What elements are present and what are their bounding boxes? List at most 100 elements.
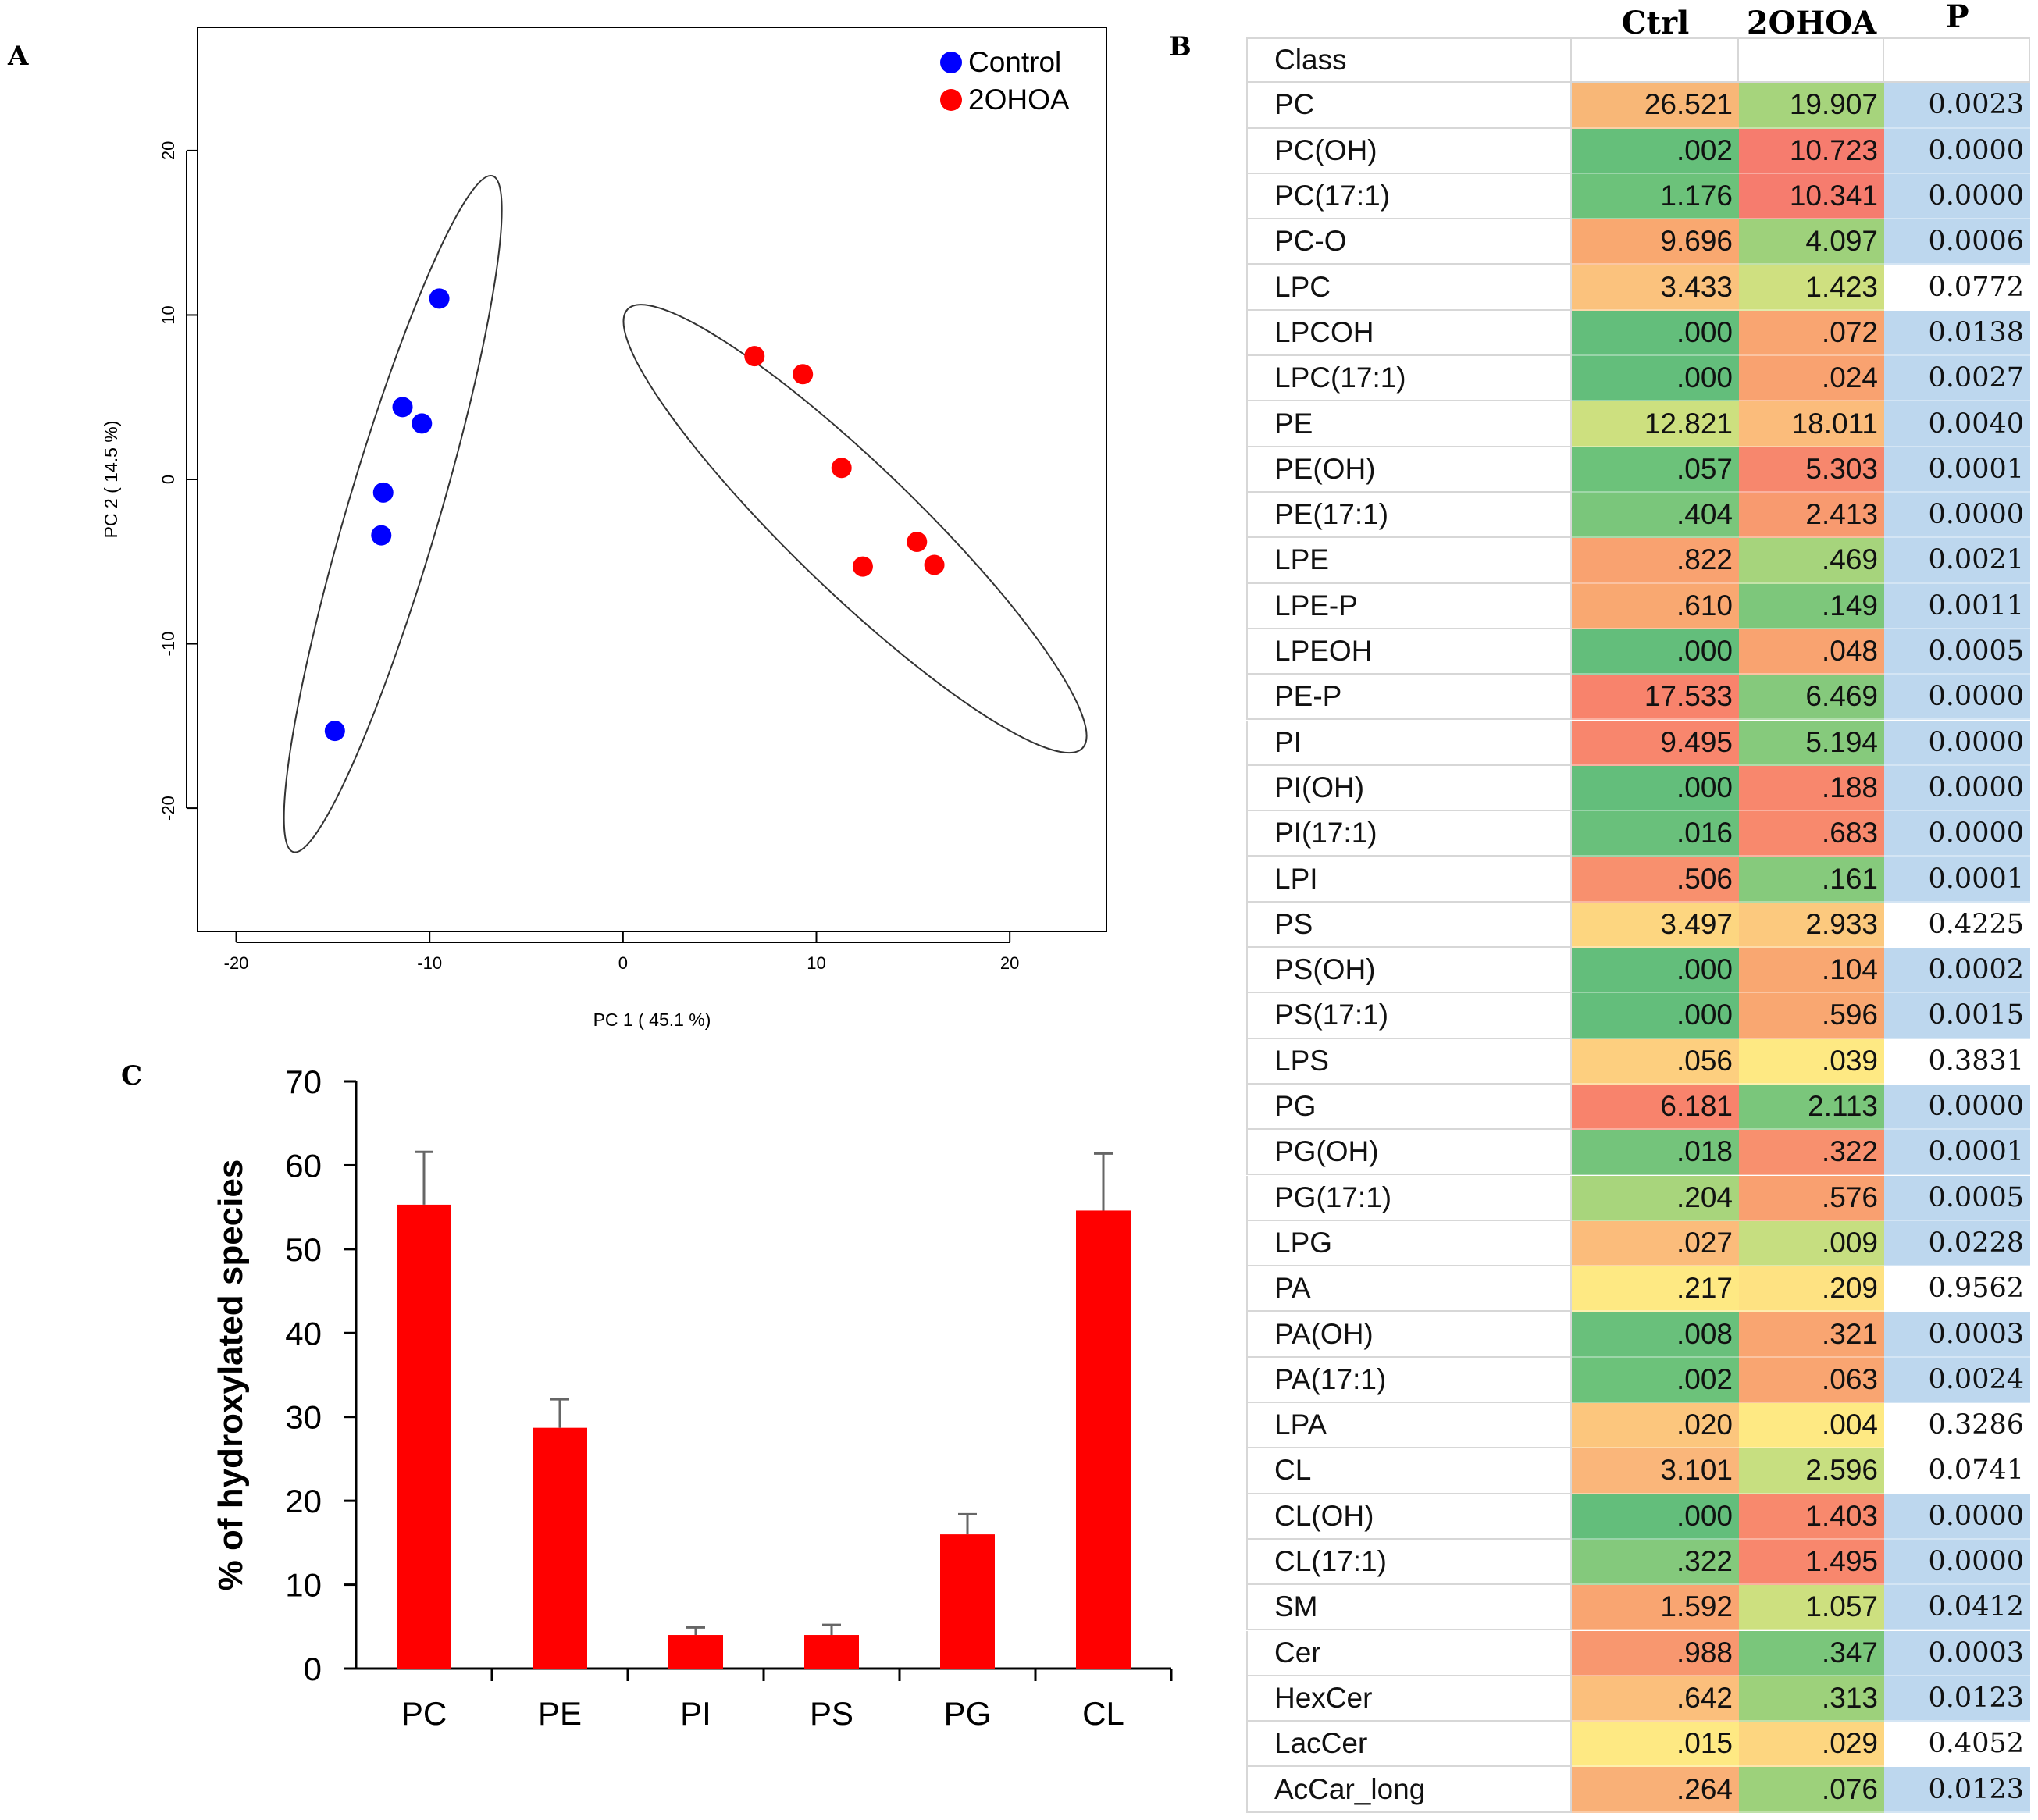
y-tick-label: 0	[304, 1651, 322, 1687]
2ohoa-value-cell: .596	[1739, 993, 1884, 1039]
y-tick-label: 20	[159, 141, 178, 160]
lipid-class-table: Ctrl 2OHOA P Class PC 26.521 19.907 0.0023 PC(OH…	[1246, 0, 2030, 1813]
p-value-cell: 0.0002	[1884, 948, 2030, 994]
class-cell: AcCar_long	[1246, 1767, 1572, 1813]
2ohoa-value-cell: 10.341	[1739, 173, 1884, 220]
2ohoa-value-cell: .004	[1739, 1403, 1884, 1449]
ctrl-value-cell: .000	[1572, 310, 1739, 357]
2ohoa-value-cell: .063	[1739, 1357, 1884, 1403]
p-value-cell: 0.9562	[1884, 1266, 2030, 1312]
x-tick-label: -10	[417, 953, 442, 973]
p-value-cell: 0.0003	[1884, 1630, 2030, 1676]
2ohoa-value-cell: .029	[1739, 1722, 1884, 1768]
bar-pi	[668, 1635, 723, 1669]
p-value-cell: 0.0000	[1884, 1494, 2030, 1540]
class-cell: PI	[1246, 720, 1572, 766]
p-value-cell: 0.0001	[1884, 1130, 2030, 1176]
ctrl-value-cell: .000	[1572, 765, 1739, 812]
ctrl-value-cell: 9.495	[1572, 720, 1739, 766]
ctrl-value-cell: .217	[1572, 1266, 1739, 1312]
class-header-cell: Class	[1246, 37, 1572, 84]
p-value-cell: 0.4225	[1884, 902, 2030, 948]
2ohoa-value-cell: .313	[1739, 1676, 1884, 1722]
class-cell: PS(17:1)	[1246, 993, 1572, 1039]
y-tick-label: 50	[285, 1231, 322, 1268]
class-cell: HexCer	[1246, 1676, 1572, 1722]
2ohoa-value-cell: .048	[1739, 629, 1884, 675]
p-value-cell: 0.0123	[1884, 1676, 2030, 1722]
bar-pc	[397, 1204, 451, 1669]
2ohoa-value-cell: 1.495	[1739, 1539, 1884, 1586]
p-value-cell: 0.0000	[1884, 765, 2030, 812]
ctrl-value-cell: .000	[1572, 948, 1739, 994]
class-cell: PI(17:1)	[1246, 811, 1572, 857]
table-row: LPE .822.469 0.0021	[1246, 538, 2030, 584]
2ohoa-value-cell: 2.413	[1739, 493, 1884, 539]
bar-pe	[533, 1427, 587, 1669]
2ohoa-value-cell: .076	[1739, 1767, 1884, 1813]
panel-label-a: A	[8, 41, 29, 72]
ctrl-value-cell: .204	[1572, 1175, 1739, 1221]
point-2ohoa	[852, 556, 873, 577]
table-row: LPG .027.009 0.0228	[1246, 1220, 2030, 1267]
table-row: LPS .056.039 0.3831	[1246, 1038, 2030, 1085]
table-row: LPE-P .610.149 0.0011	[1246, 583, 2030, 629]
p-value-cell: 0.3286	[1884, 1403, 2030, 1449]
legend-label-2ohoa: 2OHOA	[968, 84, 1070, 116]
table-row: LPA .020.004 0.3286	[1246, 1403, 2030, 1449]
p-value-cell: 0.0000	[1884, 173, 2030, 220]
table-row: CL(OH) .000 1.403 0.0000	[1246, 1494, 2030, 1540]
class-cell: PC(OH)	[1246, 128, 1572, 174]
class-cell: PI(OH)	[1246, 765, 1572, 812]
2ohoa-value-cell: 1.423	[1739, 265, 1884, 311]
y-tick-label: 30	[285, 1399, 322, 1436]
2ohoa-value-cell: 5.194	[1739, 720, 1884, 766]
x-tick-label: 0	[618, 953, 628, 973]
table-row: PG(OH) .018.322 0.0001	[1246, 1130, 2030, 1176]
table-row: PS 3.497 2.933 0.4225	[1246, 902, 2030, 948]
p-value-cell: 0.0000	[1884, 1084, 2030, 1131]
2ohoa-value-cell: 5.303	[1739, 447, 1884, 493]
table-row: Cer .988.347 0.0003	[1246, 1630, 2030, 1676]
p-value-cell: 0.0412	[1884, 1585, 2030, 1631]
table-row: PC-O 9.696 4.097 0.0006	[1246, 219, 2030, 265]
2ohoa-value-cell: 1.057	[1739, 1585, 1884, 1631]
class-cell: LPCOH	[1246, 310, 1572, 357]
2ohoa-value-cell: .683	[1739, 811, 1884, 857]
p-value-cell: 0.0021	[1884, 538, 2030, 584]
point-2ohoa	[831, 458, 852, 479]
ctrl-value-cell: .642	[1572, 1676, 1739, 1722]
2ohoa-value-cell: .149	[1739, 583, 1884, 629]
bar-pg	[940, 1534, 995, 1669]
p-value-cell: 0.0015	[1884, 993, 2030, 1039]
y-axis-label: % of hydroxylated species	[212, 1159, 250, 1591]
x-tick-label: PE	[538, 1695, 582, 1732]
bar-ps	[804, 1635, 859, 1669]
table-row: LPEOH .000.048 0.0005	[1246, 629, 2030, 675]
2ohoa-value-cell: .024	[1739, 356, 1884, 402]
table-header-row: Class	[1246, 37, 2030, 84]
table-row: SM 1.592 1.057 0.0412	[1246, 1585, 2030, 1631]
p-value-cell: 0.0000	[1884, 493, 2030, 539]
point-2ohoa	[744, 346, 765, 367]
x-tick-label: PG	[944, 1695, 992, 1732]
2ohoa-value-cell: .188	[1739, 765, 1884, 812]
ctrl-value-cell: 3.101	[1572, 1448, 1739, 1494]
p-value-cell: 0.0001	[1884, 857, 2030, 903]
ctrl-value-cell: .057	[1572, 447, 1739, 493]
2ohoa-value-cell: 2.113	[1739, 1084, 1884, 1131]
2ohoa-value-cell: 4.097	[1739, 219, 1884, 265]
class-cell: PG(OH)	[1246, 1130, 1572, 1176]
2ohoa-value-cell: .161	[1739, 857, 1884, 903]
table-row: PE-P 17.533 6.469 0.0000	[1246, 675, 2030, 721]
point-control	[412, 413, 433, 434]
hydroxylated-species-bar-chart: 0 10 20 30 40 50 60 70 % of hydroxylated species…	[212, 1063, 1173, 1732]
ctrl-value-cell: 12.821	[1572, 401, 1739, 447]
y-tick-label: 60	[285, 1147, 322, 1184]
table-row: PI(17:1) .016.683 0.0000	[1246, 811, 2030, 857]
table-row: PE 12.821 18.011 0.0040	[1246, 401, 2030, 447]
y-axis-label: PC 2 ( 14.5 %)	[101, 421, 121, 539]
y-tick-label: 40	[285, 1315, 322, 1352]
point-control	[324, 721, 345, 742]
p-value-cell: 0.0001	[1884, 447, 2030, 493]
